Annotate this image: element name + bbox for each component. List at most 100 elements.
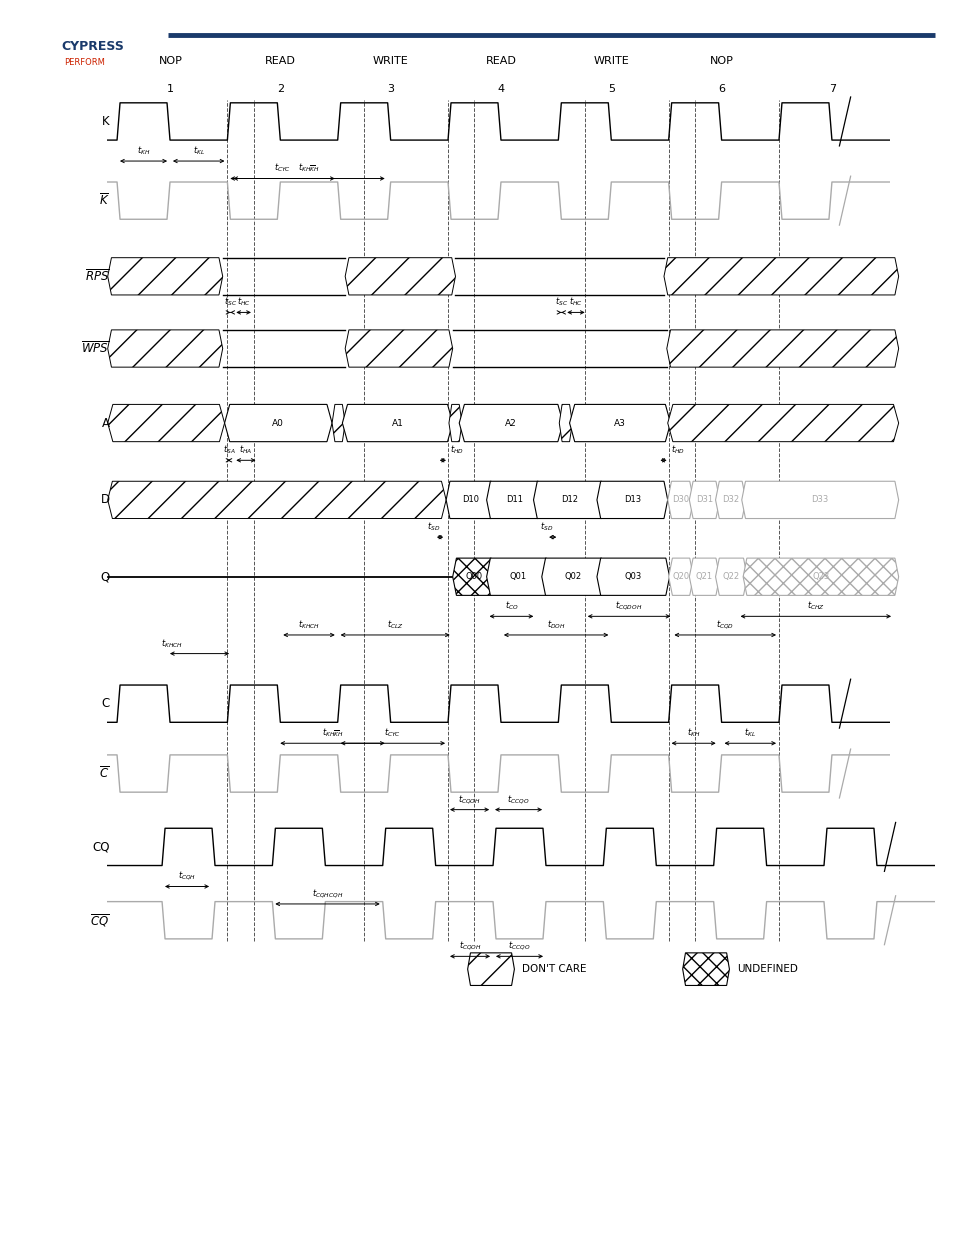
Polygon shape	[108, 258, 222, 295]
Polygon shape	[342, 404, 453, 442]
Text: $t_{KL}$: $t_{KL}$	[743, 726, 756, 740]
Polygon shape	[597, 482, 667, 519]
Text: 7: 7	[828, 84, 835, 94]
Polygon shape	[715, 482, 745, 519]
Text: 2: 2	[276, 84, 284, 94]
Polygon shape	[689, 558, 719, 595]
Text: NOP: NOP	[158, 56, 182, 65]
Text: $t_{CQOH}$: $t_{CQOH}$	[457, 793, 480, 805]
Text: READ: READ	[265, 56, 295, 65]
Polygon shape	[332, 404, 345, 442]
Text: $t_{CYC}$: $t_{CYC}$	[384, 726, 401, 740]
Polygon shape	[108, 330, 222, 367]
Text: A1: A1	[391, 419, 403, 427]
Text: K: K	[102, 115, 110, 128]
Text: $t_{SA}$: $t_{SA}$	[222, 443, 235, 456]
Text: A: A	[101, 416, 110, 430]
Text: D: D	[100, 494, 110, 506]
Text: $t_{CCQO}$: $t_{CCQO}$	[507, 793, 529, 805]
Text: CYPRESS: CYPRESS	[61, 41, 124, 53]
Polygon shape	[108, 482, 446, 519]
Polygon shape	[667, 404, 898, 442]
Polygon shape	[345, 258, 455, 295]
Text: $t_{SC}$: $t_{SC}$	[224, 296, 236, 309]
Polygon shape	[453, 558, 495, 595]
Text: $t_{DOH}$: $t_{DOH}$	[546, 619, 565, 631]
Text: $t_{KL}$: $t_{KL}$	[193, 144, 205, 157]
Text: $t_{CQHCQH}$: $t_{CQHCQH}$	[312, 887, 343, 900]
Text: 4: 4	[497, 84, 504, 94]
Text: Q02: Q02	[564, 572, 581, 582]
Text: NOP: NOP	[709, 56, 733, 65]
Text: $t_{KHCH}$: $t_{KHCH}$	[160, 637, 182, 650]
Text: $t_{HA}$: $t_{HA}$	[239, 443, 253, 456]
Text: $t_{KH}$: $t_{KH}$	[686, 726, 700, 740]
Text: $\overline{WPS}$: $\overline{WPS}$	[81, 341, 110, 356]
Text: $t_{CYC}$: $t_{CYC}$	[274, 162, 291, 174]
Text: Q23: Q23	[811, 572, 829, 582]
Text: $t_{HD}$: $t_{HD}$	[450, 443, 464, 456]
Text: $t_{KHCH}$: $t_{KHCH}$	[297, 619, 319, 631]
Text: D33: D33	[811, 495, 828, 504]
Text: D31: D31	[696, 495, 712, 504]
Text: D11: D11	[505, 495, 522, 504]
Text: PERFORM: PERFORM	[64, 58, 105, 67]
Text: READ: READ	[485, 56, 517, 65]
Polygon shape	[666, 330, 898, 367]
Text: $t_{CCQO}$: $t_{CCQO}$	[508, 940, 530, 952]
Polygon shape	[458, 404, 562, 442]
Text: A3: A3	[614, 419, 625, 427]
Text: $t_{SC}$: $t_{SC}$	[555, 296, 567, 309]
Text: $t_{KH}$: $t_{KH}$	[136, 144, 150, 157]
Text: $t_{CQOH}$: $t_{CQOH}$	[458, 940, 481, 952]
Text: A0: A0	[273, 419, 284, 427]
Text: D10: D10	[461, 495, 478, 504]
Text: $t_{CLZ}$: $t_{CLZ}$	[386, 619, 403, 631]
Text: $\overline{CQ}$: $\overline{CQ}$	[90, 911, 110, 929]
Text: A2: A2	[505, 419, 517, 427]
Text: Q20: Q20	[672, 572, 689, 582]
Text: 1: 1	[167, 84, 173, 94]
Polygon shape	[345, 330, 453, 367]
Polygon shape	[667, 482, 693, 519]
Text: $t_{SD}$: $t_{SD}$	[427, 521, 440, 534]
Polygon shape	[689, 482, 719, 519]
Text: Q22: Q22	[722, 572, 740, 582]
Text: $t_{KH\overline{K}H}$: $t_{KH\overline{K}H}$	[298, 162, 319, 174]
Polygon shape	[741, 482, 898, 519]
Polygon shape	[597, 558, 669, 595]
Polygon shape	[446, 482, 495, 519]
Polygon shape	[541, 558, 604, 595]
Text: $t_{CHZ}$: $t_{CHZ}$	[806, 600, 824, 613]
Text: WRITE: WRITE	[373, 56, 409, 65]
Text: CQ: CQ	[92, 840, 110, 853]
Polygon shape	[467, 953, 514, 986]
Polygon shape	[108, 404, 224, 442]
Text: $t_{HC}$: $t_{HC}$	[569, 296, 582, 309]
Text: $t_{CQD}$: $t_{CQD}$	[716, 618, 734, 631]
Polygon shape	[742, 558, 898, 595]
Polygon shape	[486, 558, 550, 595]
Text: D30: D30	[671, 495, 688, 504]
Polygon shape	[663, 258, 898, 295]
Text: $t_{HD}$: $t_{HD}$	[670, 443, 684, 456]
Text: $t_{KH\overline{K}H}$: $t_{KH\overline{K}H}$	[321, 726, 343, 740]
Text: D12: D12	[560, 495, 578, 504]
Text: D32: D32	[721, 495, 739, 504]
Polygon shape	[486, 482, 541, 519]
Text: 5: 5	[607, 84, 615, 94]
Text: D13: D13	[623, 495, 640, 504]
Text: Q: Q	[100, 571, 110, 583]
Text: 6: 6	[718, 84, 724, 94]
Text: $t_{CQDOH}$: $t_{CQDOH}$	[615, 599, 642, 613]
Text: $\overline{RPS}$: $\overline{RPS}$	[85, 268, 110, 284]
Text: $t_{CO}$: $t_{CO}$	[504, 600, 517, 613]
Text: Q03: Q03	[624, 572, 641, 582]
Polygon shape	[715, 558, 746, 595]
Polygon shape	[558, 404, 572, 442]
Polygon shape	[449, 404, 461, 442]
Text: $t_{CQH}$: $t_{CQH}$	[177, 869, 196, 882]
Text: 3: 3	[387, 84, 395, 94]
Polygon shape	[533, 482, 604, 519]
Text: $t_{SD}$: $t_{SD}$	[540, 521, 553, 534]
